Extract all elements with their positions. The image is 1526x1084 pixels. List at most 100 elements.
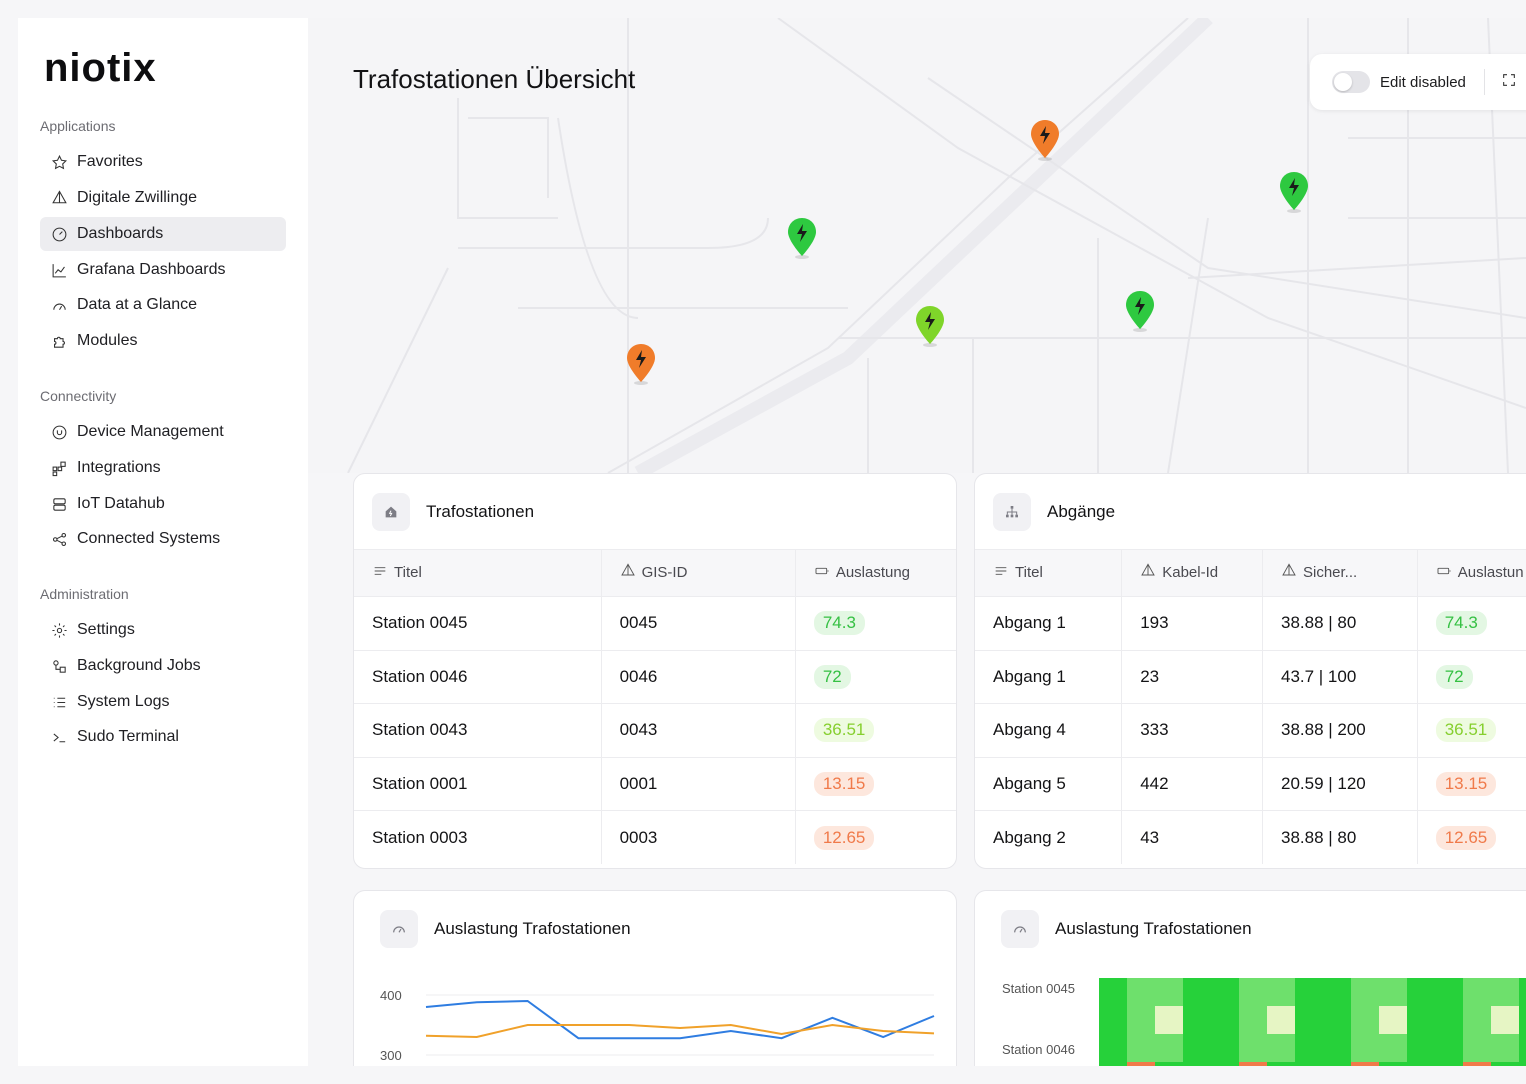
heatmap-cell[interactable] [1519,978,1526,1006]
heatmap-cell[interactable] [1407,1006,1435,1034]
heatmap-cell[interactable] [1155,1034,1183,1062]
column-header-gis-id[interactable]: GIS-ID [601,549,796,597]
heatmap-cell[interactable] [1491,978,1519,1006]
table-row[interactable]: Station 0001 0001 13.15 [354,757,956,811]
heatmap-cell[interactable] [1323,1006,1351,1034]
sidebar-item-data-at-a-glance[interactable]: Data at a Glance [40,288,286,322]
table-row[interactable]: Abgang 1 193 38.88 | 80 74.3 [975,596,1526,651]
heatmap-cell[interactable] [1127,1006,1155,1034]
heatmap-cell[interactable] [1379,1062,1407,1066]
sidebar-item-integrations[interactable]: Integrations [40,451,286,485]
heatmap-cell[interactable] [1211,1034,1239,1062]
sidebar-item-sudo-terminal[interactable]: Sudo Terminal [40,720,286,754]
heatmap-cell[interactable] [1351,978,1379,1006]
heatmap-cell[interactable] [1351,1034,1379,1062]
heatmap-cell[interactable] [1267,978,1295,1006]
heatmap-cell[interactable] [1239,1034,1267,1062]
heatmap-cell[interactable] [1183,978,1211,1006]
heatmap-cell[interactable] [1267,1062,1295,1066]
heatmap-cell[interactable] [1099,1062,1127,1066]
sidebar-item-dashboards[interactable]: Dashboards [40,217,286,251]
niotix-logo[interactable]: niotix [44,46,157,90]
column-header-titel[interactable]: Titel [975,549,1123,597]
column-header-sicherung[interactable]: Sicher... [1262,549,1418,597]
table-row[interactable]: Station 0045 0045 74.3 [354,596,956,651]
heatmap-cell[interactable] [1295,1034,1323,1062]
heatmap-cell[interactable] [1295,1006,1323,1034]
heatmap-cell[interactable] [1267,1034,1295,1062]
heatmap-cell[interactable] [1183,1034,1211,1062]
heatmap-cell[interactable] [1211,978,1239,1006]
heatmap-cell[interactable] [1463,978,1491,1006]
heatmap-cell[interactable] [1323,978,1351,1006]
heatmap-cell[interactable] [1323,1034,1351,1062]
series-line-0[interactable] [425,999,935,1040]
table-row[interactable]: Station 0003 0003 12.65 [354,810,956,864]
heatmap-cell[interactable] [1351,1062,1379,1066]
heatmap-cell[interactable] [1267,1006,1295,1034]
heatmap-cell[interactable] [1239,978,1267,1006]
heatmap-cell[interactable] [1491,1034,1519,1062]
sidebar-item-grafana-dashboards[interactable]: Grafana Dashboards [40,253,286,287]
heatmap-cell[interactable] [1463,1034,1491,1062]
sidebar-item-device-management[interactable]: Device Management [40,415,286,449]
map-pin-ok[interactable] [1278,170,1310,214]
heatmap-cell[interactable] [1211,1062,1239,1066]
sidebar-item-settings[interactable]: Settings [40,613,286,647]
sidebar-item-iot-datahub[interactable]: IoT Datahub [40,487,286,521]
series-line-1[interactable] [425,1023,935,1039]
table-row[interactable]: Abgang 2 43 38.88 | 80 12.65 [975,810,1526,864]
heatmap-cell[interactable] [1491,1006,1519,1034]
heatmap-cell[interactable] [1239,1062,1267,1066]
heatmap-cell[interactable] [1435,1006,1463,1034]
map-pin-medium[interactable] [914,304,946,348]
heatmap-cell[interactable] [1435,978,1463,1006]
heatmap-cell[interactable] [1519,1006,1526,1034]
sidebar-item-favorites[interactable]: Favorites [40,145,286,179]
heatmap-cell[interactable] [1155,1062,1183,1066]
fullscreen-icon[interactable] [1501,72,1517,93]
heatmap-cell[interactable] [1435,1034,1463,1062]
heatmap-cell[interactable] [1099,978,1127,1006]
heatmap-cell[interactable] [1239,1006,1267,1034]
column-header-auslastung[interactable]: Auslastun [1417,549,1526,597]
heatmap-cell[interactable] [1127,1034,1155,1062]
heatmap-cell[interactable] [1295,1062,1323,1066]
heatmap-cell[interactable] [1519,1034,1526,1062]
sidebar-item-background-jobs[interactable]: Background Jobs [40,649,286,683]
map-pin-ok[interactable] [786,216,818,260]
heatmap-cell[interactable] [1407,978,1435,1006]
heatmap-cell[interactable] [1127,1062,1155,1066]
map-pin-high[interactable] [625,342,657,386]
edit-toggle[interactable] [1332,71,1370,93]
sidebar-item-system-logs[interactable]: System Logs [40,685,286,719]
heatmap-cell[interactable] [1295,978,1323,1006]
table-row[interactable]: Abgang 4 333 38.88 | 200 36.51 [975,703,1526,758]
sidebar-item-connected-systems[interactable]: Connected Systems [40,522,286,556]
table-row[interactable]: Abgang 5 442 20.59 | 120 13.15 [975,757,1526,811]
heatmap-cell[interactable] [1155,978,1183,1006]
table-row[interactable]: Abgang 1 23 43.7 | 100 72 [975,650,1526,704]
table-row[interactable]: Station 0043 0043 36.51 [354,703,956,758]
sidebar-item-digitale-zwillinge[interactable]: Digitale Zwillinge [40,181,286,215]
heatmap-cell[interactable] [1379,1006,1407,1034]
heatmap-cell[interactable] [1183,1062,1211,1066]
heatmap-cell[interactable] [1323,1062,1351,1066]
heatmap-cell[interactable] [1351,1006,1379,1034]
heatmap-cell[interactable] [1491,1062,1519,1066]
heatmap-cell[interactable] [1379,1034,1407,1062]
column-header-auslastung[interactable]: Auslastung [795,549,956,597]
map-pin-high[interactable] [1029,118,1061,162]
heatmap-cell[interactable] [1099,1034,1127,1062]
heatmap-cell[interactable] [1519,1062,1526,1066]
heatmap-cell[interactable] [1463,1062,1491,1066]
heatmap-cell[interactable] [1379,978,1407,1006]
heatmap-cell[interactable] [1211,1006,1239,1034]
heatmap-cell[interactable] [1435,1062,1463,1066]
heatmap-cell[interactable] [1183,1006,1211,1034]
heatmap-cell[interactable] [1127,978,1155,1006]
sidebar-item-modules[interactable]: Modules [40,324,286,358]
column-header-titel[interactable]: Titel [354,549,602,597]
heatmap-cell[interactable] [1463,1006,1491,1034]
heatmap-cell[interactable] [1155,1006,1183,1034]
